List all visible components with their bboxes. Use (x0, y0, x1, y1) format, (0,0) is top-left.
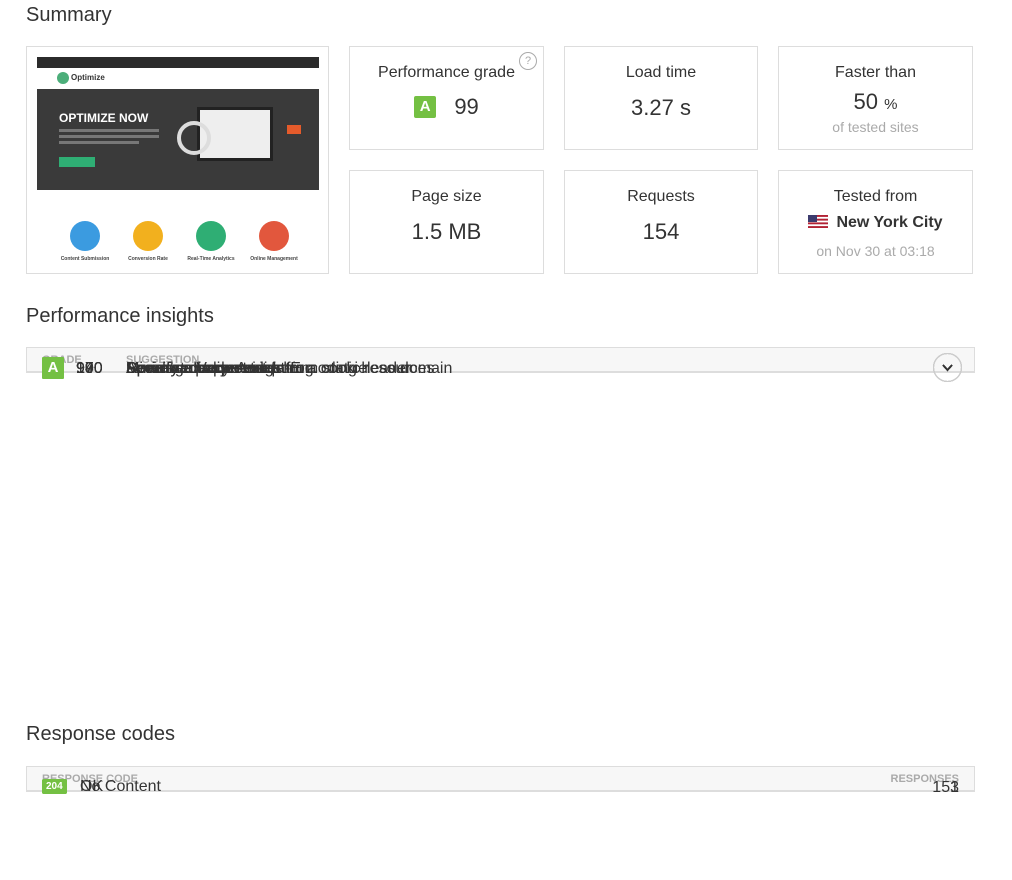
suggestion: Specify a cache validator (126, 360, 304, 377)
card-label: Requests (627, 188, 695, 205)
score: 100 (76, 360, 103, 377)
help-icon[interactable]: ? (519, 52, 537, 70)
load-time-card: Load time 3.27 s (564, 46, 758, 150)
response-count: 1 (950, 779, 959, 796)
topbar (37, 57, 319, 68)
section-title: Performance insights (26, 305, 214, 327)
hero-video (287, 125, 301, 134)
score: 94 (76, 360, 94, 377)
section-title: Response codes (26, 723, 175, 745)
hero-magnifier (177, 121, 211, 155)
card-note: of tested sites (832, 119, 919, 135)
section-title: Summary (26, 4, 112, 26)
feature-label: Real-Time Analytics (187, 256, 235, 262)
brand: Optimize (71, 73, 105, 82)
card-label: Page size (411, 188, 482, 205)
feature-label: Online Management (250, 256, 298, 262)
unit: % (884, 96, 898, 113)
page-size-card: Page size 1.5 MB (349, 170, 544, 274)
value: 50 (853, 89, 878, 114)
response-count: 153 (932, 779, 959, 796)
card-label: Performance grade (378, 64, 515, 81)
tested-from-card: Tested from New York City on Nov 30 at 0… (778, 170, 973, 274)
hero-text (59, 129, 159, 132)
card-value: 3.27 s (565, 95, 757, 121)
site-screenshot: Optimize OPTIMIZE NOW Content Submission… (26, 46, 329, 274)
grade-badge: A (42, 357, 64, 379)
suggestion: Minimize redirects (126, 360, 255, 377)
card-label: Load time (625, 64, 697, 81)
hero-button (59, 157, 95, 167)
us-flag (808, 215, 829, 228)
grade-card: Performance grade ? A 99 (349, 46, 544, 150)
card-label: Faster than (835, 64, 916, 81)
score: 100 (76, 360, 103, 377)
card-value: 154 (642, 219, 680, 244)
table-header: RESPONSE CODE RESPONSES (27, 767, 974, 791)
faster-than-card: Faster than 50 % of tested sites (778, 46, 973, 150)
feature-icon (196, 221, 226, 251)
feature-label: Conversion Rate (128, 256, 168, 262)
score: 100 (76, 360, 103, 377)
logo (57, 72, 69, 84)
suggestion: Specify a Vary: Accept-Encoding header (126, 360, 412, 377)
card-label: Tested from (833, 188, 918, 205)
location: New York City (779, 214, 972, 232)
value: 3.27 (631, 95, 674, 120)
expand-button[interactable] (933, 353, 962, 382)
card-value: 1.5 MB (350, 219, 543, 245)
value: 1.5 (411, 219, 443, 244)
grade-score: 99 (454, 94, 479, 119)
suggestion: Remove query strings from static resourc… (126, 360, 435, 377)
hero: OPTIMIZE NOW (37, 89, 319, 190)
hero-text (59, 135, 159, 138)
insights-table: GRADE SUGGESTION A94Remove query strings… (26, 347, 975, 382)
grade-value: A 99 (350, 94, 543, 120)
card-value: 50 % (779, 89, 972, 115)
requests-card: Requests 154 (564, 170, 758, 274)
suggestion: Minimize request size (126, 360, 280, 377)
status-code: 204 (42, 779, 67, 794)
score: 100 (76, 360, 103, 377)
column-header: RESPONSES (890, 773, 959, 785)
hero-text (59, 141, 139, 144)
hero-headline: OPTIMIZE NOW (59, 111, 149, 125)
suggestion: Leverage browser caching (126, 360, 314, 377)
response-codes-table: RESPONSE CODE RESPONSES 200OK153204No Co… (26, 766, 975, 796)
feature-icon (259, 221, 289, 251)
feature-icon (70, 221, 100, 251)
column-header: SUGGESTION (126, 354, 200, 366)
status-text: No Content (80, 778, 161, 795)
navbar: Optimize (37, 68, 319, 90)
score: 97 (76, 360, 94, 377)
status-text: OK (80, 778, 104, 795)
suggestion: Avoid bad requests (126, 360, 263, 377)
unit: MB (448, 219, 482, 244)
score: 99 (76, 360, 94, 377)
grade-badge: A (414, 96, 437, 118)
score: 99 (76, 360, 94, 377)
feature-label: Content Submission (60, 256, 110, 262)
suggestion: Serve static content from a cookieless d… (126, 360, 453, 377)
test-time: on Nov 30 at 03:18 (816, 243, 935, 259)
unit: s (679, 95, 691, 120)
location-name: New York City (836, 214, 943, 231)
feature-icon (133, 221, 163, 251)
